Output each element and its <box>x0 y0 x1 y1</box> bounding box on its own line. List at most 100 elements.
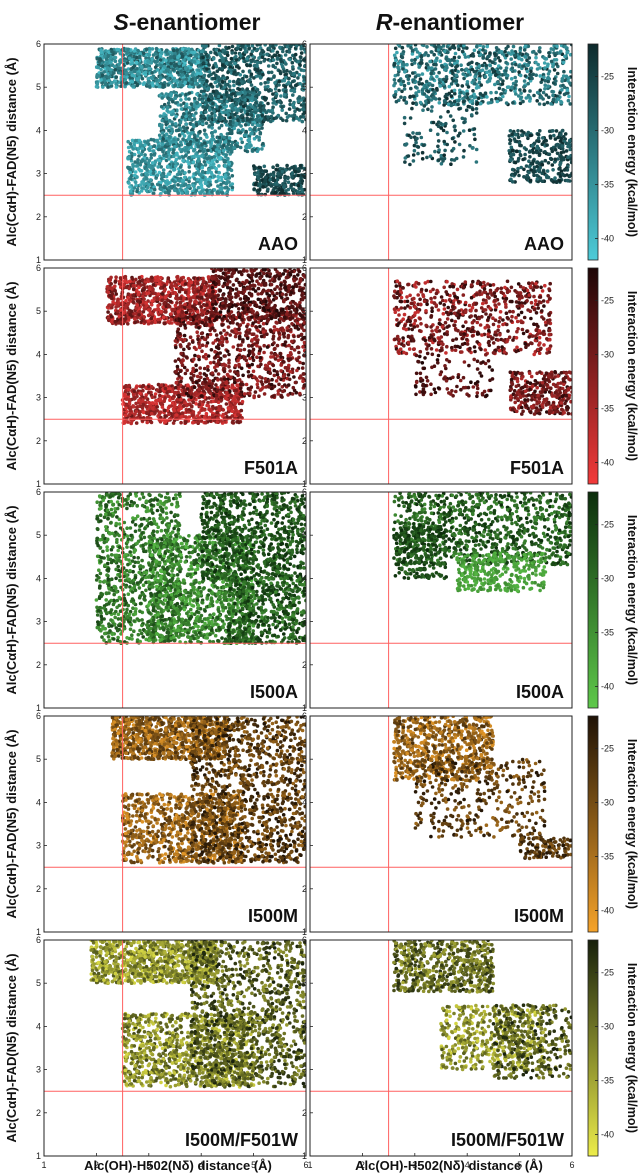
scatter-point <box>217 51 222 56</box>
scatter-point <box>500 82 505 86</box>
scatter-point <box>291 93 295 97</box>
scatter-point <box>280 169 285 174</box>
scatter-point <box>511 152 516 157</box>
scatter-point <box>122 75 127 79</box>
scatter-point <box>180 169 185 173</box>
scatter-point <box>519 165 523 170</box>
scatter-point <box>569 160 572 165</box>
scatter-point <box>143 59 148 64</box>
scatter-point <box>219 84 223 88</box>
scatter-point <box>178 179 182 183</box>
scatter-point <box>241 104 246 109</box>
scatter-point <box>261 185 266 189</box>
scatter-point <box>494 72 498 77</box>
scatter-point <box>200 99 205 103</box>
scatter-point <box>183 175 187 180</box>
scatter-point <box>422 104 427 108</box>
scatter-point <box>511 44 516 49</box>
scatter-point <box>287 50 292 54</box>
scatter-point <box>198 129 202 134</box>
scatter-point <box>528 89 532 93</box>
scatter-point <box>565 178 569 183</box>
scatter-point <box>207 180 211 184</box>
scatter-point <box>252 164 256 168</box>
y-tick-label: 4 <box>302 125 307 135</box>
scatter-point <box>278 69 282 74</box>
scatter-point <box>400 46 405 50</box>
scatter-point <box>505 85 510 89</box>
scatter-point <box>232 83 236 88</box>
scatter-point <box>415 136 419 141</box>
scatter-point <box>195 81 199 86</box>
scatter-point <box>186 283 191 287</box>
scatter-point <box>287 107 292 111</box>
scatter-point <box>149 188 153 193</box>
scatter-point <box>128 170 132 175</box>
scatter-point <box>474 160 479 164</box>
scatter-point <box>205 157 210 161</box>
scatter-point <box>280 188 285 193</box>
scatter-point <box>454 73 459 78</box>
scatter-point <box>498 77 503 81</box>
scatter-point <box>284 62 288 66</box>
scatter-point <box>173 180 177 184</box>
scatter-point <box>410 58 414 63</box>
scatter-point <box>285 115 290 119</box>
scatter-point <box>444 121 448 126</box>
scatter-point <box>209 142 213 147</box>
scatter-point <box>185 126 189 130</box>
colorbar-gradient <box>587 43 599 261</box>
scatter-point <box>212 145 217 149</box>
scatter-point <box>130 138 135 143</box>
scatter-point <box>402 87 407 91</box>
scatter-point <box>493 57 497 61</box>
scatter-point <box>231 115 235 120</box>
scatter-point <box>529 66 534 71</box>
scatter-point <box>525 69 530 74</box>
scatter-point <box>393 46 398 51</box>
scatter-point <box>465 92 470 96</box>
scatter-point <box>394 58 398 63</box>
scatter-point <box>568 102 572 106</box>
scatter-point <box>205 54 209 58</box>
scatter-point <box>549 59 554 64</box>
scatter-point <box>226 160 231 164</box>
scatter-point <box>212 188 217 192</box>
scatter-point <box>493 52 497 56</box>
scatter-point <box>184 122 189 126</box>
scatter-point <box>181 137 185 141</box>
scatter-point <box>528 155 532 159</box>
scatter-point <box>421 87 425 91</box>
scatter-point <box>236 77 241 82</box>
scatter-point <box>269 114 274 119</box>
scatter-point <box>230 112 234 116</box>
scatter-point <box>298 63 302 67</box>
scatter-point <box>297 186 302 191</box>
scatter-point <box>459 90 463 95</box>
scatter-point <box>462 148 466 153</box>
scatter-point <box>167 128 171 133</box>
scatter-point <box>151 191 156 196</box>
scatter-point <box>163 185 167 190</box>
scatter-point <box>266 101 270 106</box>
scatter-point <box>234 72 238 77</box>
scatter-point <box>475 45 479 49</box>
scatter-point <box>210 126 214 130</box>
scatter-point <box>224 61 229 65</box>
scatter-point <box>239 114 244 118</box>
scatter-point <box>392 53 397 58</box>
scatter-point <box>137 75 142 79</box>
scatter-point <box>406 44 410 48</box>
scatter-point <box>265 173 270 177</box>
scatter-point <box>196 68 200 72</box>
scatter-point <box>147 66 151 71</box>
scatter-point <box>461 155 466 159</box>
scatter-point <box>413 75 418 79</box>
scatter-point <box>452 125 457 129</box>
scatter-point <box>529 161 533 166</box>
scatter-point <box>188 65 193 70</box>
scatter-point <box>444 92 449 97</box>
scatter-point <box>515 149 519 153</box>
scatter-point <box>396 72 400 77</box>
scatter-point <box>519 91 523 95</box>
